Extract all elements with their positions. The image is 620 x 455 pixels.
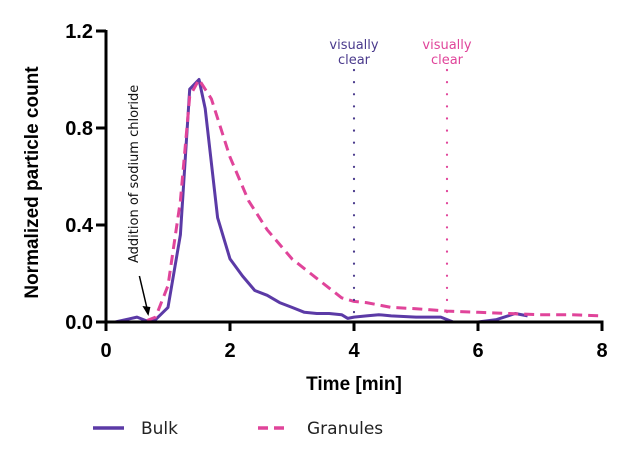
- axes: [98, 30, 604, 330]
- x-tick-label: 2: [224, 340, 235, 362]
- series-line-granules: [115, 78, 603, 324]
- visually-clear-label: visually: [329, 38, 379, 53]
- x-tick-label: 6: [472, 340, 483, 362]
- plot-lines: [114, 78, 603, 324]
- legend-label-granules: Granules: [307, 419, 383, 439]
- visually-clear-label: clear: [338, 53, 371, 68]
- visually-clear-label: visually: [422, 38, 472, 53]
- y-tick-label: 0.0: [65, 312, 93, 334]
- legend: Bulk Granules: [93, 419, 383, 439]
- y-tick-label: 1.2: [65, 21, 93, 43]
- visually-clear-label: clear: [431, 53, 464, 68]
- legend-label-bulk: Bulk: [141, 419, 178, 439]
- x-axis-title: Time [min]: [306, 374, 402, 395]
- y-axis-title: Normalized particle count: [22, 66, 43, 299]
- annotation-arrow-head: [142, 306, 151, 316]
- x-tick-label: 8: [596, 340, 607, 362]
- y-tick-label: 0.4: [65, 215, 94, 237]
- y-tick-label: 0.8: [65, 118, 93, 140]
- series-line-bulk: [114, 78, 528, 324]
- annotation-arrow-shaft: [138, 275, 149, 311]
- x-tick-label: 4: [348, 340, 360, 362]
- ticks: 0.0 0.4 0.8 1.2 0 2 4 6 8: [65, 21, 607, 362]
- sodium-chloride-annotation: Addition of sodium chloride: [127, 85, 142, 263]
- x-tick-label: 0: [100, 340, 111, 362]
